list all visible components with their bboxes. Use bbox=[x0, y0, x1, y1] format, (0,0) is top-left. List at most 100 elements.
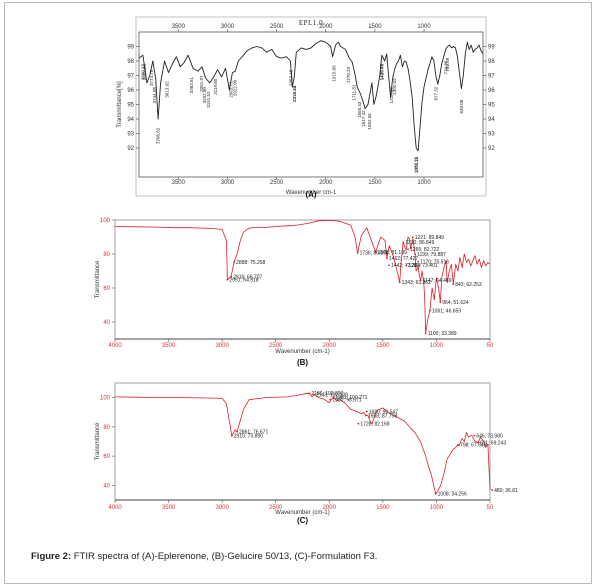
x-tick-label: 4000 bbox=[108, 343, 122, 349]
caption-label: Figure 2: bbox=[31, 551, 72, 562]
panel-label: (C) bbox=[297, 516, 308, 525]
peak-marker bbox=[388, 264, 390, 267]
peak-annotation: 763.59 bbox=[445, 57, 450, 71]
peak-annotation: 877.32 bbox=[434, 86, 439, 100]
peak-marker bbox=[332, 396, 335, 399]
peak-annotation: 1650; 90.547 bbox=[369, 409, 398, 415]
peak-annotation: 1552.56 bbox=[367, 113, 372, 130]
y-tick-label-right: 96 bbox=[488, 88, 495, 94]
peak-annotation: 1462; 77.427 bbox=[389, 256, 418, 262]
x-tick-label: 1500 bbox=[376, 343, 390, 349]
peak-annotation: 611; 69.243 bbox=[480, 440, 506, 446]
peak-annotation: 1990; 98.671 bbox=[332, 397, 361, 403]
y-tick-label: 40 bbox=[103, 483, 110, 489]
y-tick-label: 60 bbox=[103, 286, 110, 292]
y-tick-label-right: 93 bbox=[488, 132, 495, 138]
x-tick-label: 4000 bbox=[108, 505, 122, 511]
peak-annotation: 3363.61 bbox=[189, 76, 194, 93]
peak-annotation: 2888; 75.258 bbox=[236, 260, 265, 266]
peak-annotation: 2963.71 bbox=[229, 81, 234, 98]
chart-title: EPL1.0 bbox=[299, 19, 323, 27]
y-tick-label: 100 bbox=[100, 218, 111, 224]
y-tick-label: 94 bbox=[127, 117, 134, 123]
peak-annotation: 1770.23 bbox=[346, 66, 351, 83]
x-tick-label: 3000 bbox=[221, 180, 235, 186]
peak-annotation: 1147; 64.469 bbox=[423, 278, 452, 284]
peak-annotation: 1170; 75.516 bbox=[420, 259, 449, 265]
y-tick-label: 95 bbox=[127, 103, 134, 109]
plot-frame bbox=[114, 382, 491, 501]
peak-marker bbox=[386, 257, 388, 260]
y-tick-label-right: 98 bbox=[488, 59, 495, 65]
peak-annotation: 1711.81 bbox=[352, 84, 357, 100]
y-tick-label-right: 92 bbox=[488, 146, 495, 152]
peak-annotation: 1302.02 bbox=[392, 78, 397, 95]
peak-annotation: 1061; 46.659 bbox=[432, 308, 461, 314]
peak-annotation: 2916; 66.707 bbox=[233, 274, 262, 280]
panel-c-formulation: 4000 3500 3000 2500 2000 1500 1000 50 100 80 60 40 W… bbox=[95, 382, 518, 525]
peak-marker bbox=[226, 278, 229, 281]
peak-annotation: 3860.15 bbox=[140, 63, 145, 80]
peak-annotation: 964; 51.624 bbox=[442, 300, 469, 306]
peak-annotation: 1343; 63.362 bbox=[402, 280, 431, 286]
x-tick-label-top: 2500 bbox=[270, 24, 284, 30]
peak-annotation: 2861; 76.671 bbox=[239, 430, 268, 436]
peak-marker bbox=[313, 393, 315, 396]
peak-marker bbox=[457, 444, 459, 446]
peak-marker bbox=[439, 301, 442, 304]
x-tick-label: 50 bbox=[487, 505, 494, 511]
x-tick-label: 3500 bbox=[162, 505, 176, 511]
y-tick-label: 97 bbox=[127, 74, 134, 80]
y-tick-label-right: 95 bbox=[488, 103, 495, 109]
peak-annotation: 2316.24 bbox=[292, 85, 297, 102]
x-tick-label: 1000 bbox=[430, 505, 444, 511]
y-tick-label-right: 97 bbox=[488, 74, 495, 80]
x-tick-label: 2000 bbox=[323, 343, 337, 349]
y-tick-label: 92 bbox=[127, 146, 134, 152]
y-tick-label: 96 bbox=[127, 88, 134, 94]
peak-annotation: 1281; 73.401 bbox=[408, 263, 437, 269]
peak-annotation: 2910; 73.890 bbox=[234, 434, 263, 440]
x-tick-label: 2000 bbox=[323, 505, 337, 511]
peak-marker bbox=[356, 251, 359, 254]
x-tick-label: 1500 bbox=[376, 505, 390, 511]
peak-annotation: 1329.06 bbox=[389, 87, 394, 104]
x-tick-label: 3000 bbox=[215, 343, 229, 349]
peak-marker bbox=[230, 275, 233, 278]
x-tick-label-top: 3500 bbox=[172, 24, 186, 30]
x-tick-label: 2500 bbox=[269, 343, 283, 349]
peak-marker bbox=[365, 410, 368, 413]
peak-annotation: 3119.60 bbox=[213, 78, 218, 94]
peak-annotation: 1100; 33.389 bbox=[428, 331, 457, 337]
peak-annotation: 1736; 80.694 bbox=[360, 251, 389, 257]
peak-marker bbox=[357, 422, 360, 425]
x-tick-label: 2500 bbox=[270, 180, 284, 186]
peak-marker bbox=[365, 414, 367, 417]
spectrum-line bbox=[138, 40, 484, 152]
x-tick-label: 3500 bbox=[162, 343, 176, 349]
peak-annotation: 1961; 100.271 bbox=[335, 395, 367, 401]
y-tick-label: 93 bbox=[127, 132, 134, 138]
peak-annotation: 1199; 79.887 bbox=[417, 252, 446, 258]
y-tick-label: 80 bbox=[103, 252, 110, 258]
peak-annotation: 798; 67.649 bbox=[460, 443, 487, 449]
panel-border bbox=[135, 16, 487, 197]
peak-marker bbox=[417, 260, 420, 263]
peak-annotation: 2186; 102.896 bbox=[311, 391, 343, 397]
peak-annotation: 1310; 86.849 bbox=[405, 240, 434, 246]
y-tick-label: 40 bbox=[103, 320, 110, 326]
peak-annotation: 1265; 82.722 bbox=[410, 247, 439, 253]
caption-text: FTIR spectra of (A)-Eplerenone, (B)-Gelu… bbox=[71, 551, 378, 562]
peak-annotation: 1658; 87.758 bbox=[368, 413, 397, 419]
peak-marker bbox=[230, 434, 233, 437]
x-tick-label: 50 bbox=[487, 343, 494, 349]
x-axis-label: Wavenumber (cm-1) bbox=[275, 349, 329, 355]
peak-marker bbox=[405, 264, 408, 267]
peak-marker bbox=[329, 398, 332, 401]
peak-annotation: 3845.06 bbox=[142, 63, 147, 80]
peak-annotation: 1008; 34.256 bbox=[438, 492, 467, 498]
figure-frame: EPL1.0 3500 3500 3000 3000 2500 2500 2000 2000 15… bbox=[4, 2, 592, 584]
panel-a-eplerenone: EPL1.0 3500 3500 3000 3000 2500 2500 2000 2000 15… bbox=[117, 16, 495, 199]
x-tick-label: 2000 bbox=[319, 180, 333, 186]
y-tick-label: 60 bbox=[103, 454, 110, 460]
